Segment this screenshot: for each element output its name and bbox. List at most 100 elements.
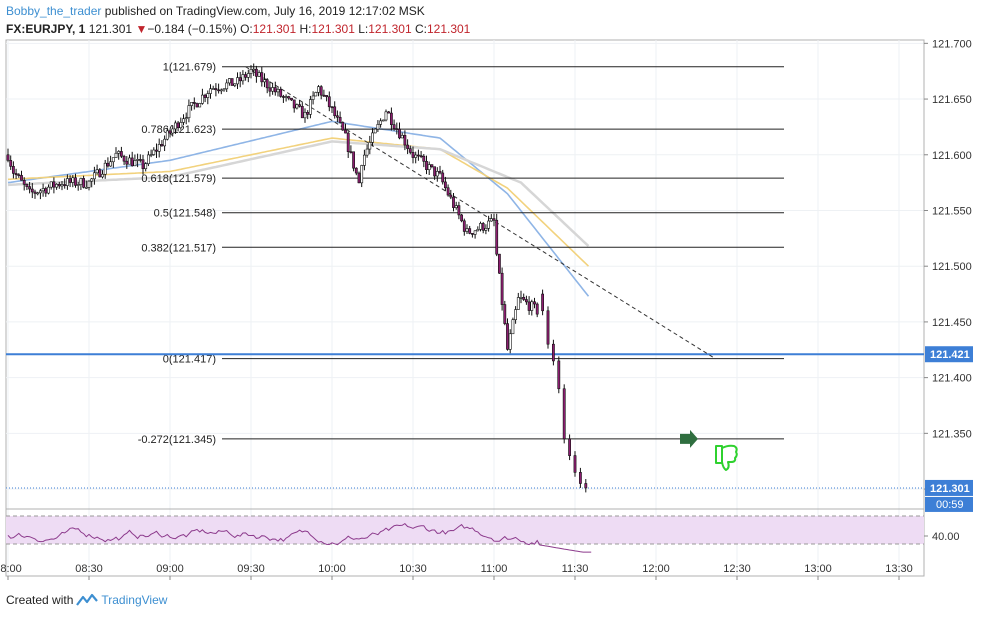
fib-level-label: 0.5(121.548) xyxy=(154,208,216,220)
candle-body xyxy=(128,157,131,165)
candle-body xyxy=(182,118,185,123)
candle-body xyxy=(449,194,453,198)
candle-body xyxy=(303,111,307,119)
x-axis-tick-label: 11:30 xyxy=(562,563,589,575)
y-axis-tick-label: 121.450 xyxy=(932,317,972,329)
x-axis-tick-label: 12:30 xyxy=(723,563,751,575)
candle-body xyxy=(562,388,566,440)
author-link[interactable]: Bobby_the_trader xyxy=(6,4,102,18)
x-axis-tick-label: 10:00 xyxy=(318,563,346,575)
candle-body xyxy=(414,154,418,158)
candle-body xyxy=(325,95,329,98)
candle-body xyxy=(271,87,275,92)
candle-body xyxy=(362,154,366,166)
candle-body xyxy=(187,105,191,119)
candle-body xyxy=(419,155,423,157)
candle-body xyxy=(106,162,110,167)
candle-body xyxy=(111,157,115,163)
candle-body xyxy=(147,154,150,165)
candle-body xyxy=(47,186,50,194)
candle-body xyxy=(41,188,45,192)
candle-body xyxy=(165,130,169,140)
candle-body xyxy=(327,96,331,108)
support-price-badge xyxy=(925,346,973,363)
open-value: 121.301 xyxy=(252,22,297,36)
x-axis-tick-label: 12:00 xyxy=(642,563,670,575)
candle-body xyxy=(174,122,177,130)
candle-body xyxy=(211,88,215,90)
candle-body xyxy=(349,151,353,153)
candle-body xyxy=(130,157,134,167)
candle-body xyxy=(584,483,588,489)
candle-body xyxy=(246,73,250,78)
candle-body xyxy=(206,93,210,98)
candle-body xyxy=(217,89,221,92)
candle-body xyxy=(557,360,561,390)
candle-body xyxy=(155,149,158,152)
candle-body xyxy=(136,159,140,161)
candle-body xyxy=(38,190,42,194)
candle-body xyxy=(519,297,523,299)
candle-body xyxy=(249,69,253,74)
candle-body xyxy=(476,229,480,232)
thumbs-down-icon xyxy=(715,444,738,471)
candle-body xyxy=(373,128,377,134)
candle-body xyxy=(198,103,202,108)
candle-body xyxy=(95,169,99,174)
candle-body xyxy=(284,96,288,98)
candle-body xyxy=(403,135,407,146)
candle-body xyxy=(260,72,264,83)
candle-body xyxy=(441,172,445,183)
candle-body xyxy=(430,164,434,168)
candle-body xyxy=(527,301,531,311)
candle-body xyxy=(74,177,77,186)
candle-body xyxy=(114,152,118,158)
candle-body xyxy=(371,132,374,143)
candle-body xyxy=(457,205,461,216)
y-axis-tick-label: 121.600 xyxy=(932,150,972,162)
x-axis-tick-label: 10:30 xyxy=(399,563,427,575)
candle-body xyxy=(149,154,153,156)
candle-body xyxy=(138,159,142,161)
candle-body xyxy=(287,96,291,99)
publish-info: published on TradingView.com, July 16, 2… xyxy=(104,4,425,18)
low-value: 121.301 xyxy=(368,22,412,36)
candle-body xyxy=(317,86,320,93)
current-price-badge xyxy=(925,479,973,496)
candle-body xyxy=(462,220,466,232)
countdown-label: 00:59 xyxy=(936,499,964,511)
symbol-name: FX:EURJPY, 1 xyxy=(6,22,86,36)
candle-body xyxy=(568,438,572,456)
tradingview-brand[interactable]: TradingView xyxy=(101,593,168,607)
candle-body xyxy=(387,111,391,114)
candle-body xyxy=(400,135,404,139)
candle-body xyxy=(416,154,420,157)
moving-average-gray xyxy=(7,140,590,248)
candle-body xyxy=(109,161,113,167)
publish-header: Bobby_the_trader published on TradingVie… xyxy=(6,4,425,18)
fib-level-label: 0.618(121.579) xyxy=(141,173,216,185)
candle-body xyxy=(503,304,507,324)
candle-body xyxy=(179,122,183,129)
rsi-band xyxy=(6,516,924,544)
candle-body xyxy=(533,301,536,305)
candle-body xyxy=(203,94,207,98)
candle-body xyxy=(395,128,399,130)
candle-body xyxy=(411,152,415,158)
candle-body xyxy=(298,104,302,107)
candle-body xyxy=(381,119,385,122)
candle-body xyxy=(508,333,512,350)
candle-body xyxy=(295,104,299,109)
candle-body xyxy=(71,177,75,183)
candle-body xyxy=(384,111,388,121)
candles xyxy=(6,63,588,493)
candle-body xyxy=(163,138,167,147)
candle-body xyxy=(492,218,496,221)
low-label: L: xyxy=(358,22,369,36)
candle-body xyxy=(368,142,372,150)
candle-body xyxy=(22,180,26,185)
candle-body xyxy=(84,187,88,189)
open-label: O: xyxy=(240,22,253,36)
rsi-line xyxy=(7,522,592,553)
